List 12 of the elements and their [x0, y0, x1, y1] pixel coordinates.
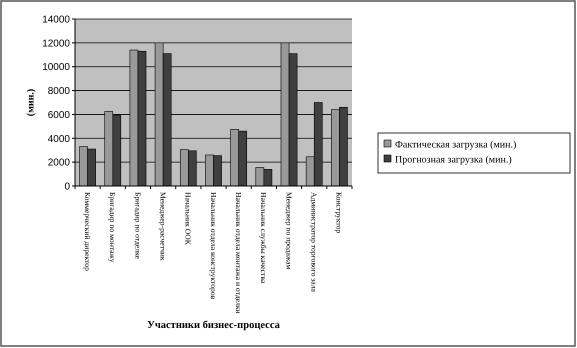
y-tick-label: 4000	[48, 134, 70, 145]
y-tick-label: 12000	[42, 38, 70, 50]
y-tick-label: 10000	[42, 62, 70, 74]
x-axis-title: Участники бизнес-процесса	[147, 320, 281, 331]
y-tick-label: 0	[64, 182, 70, 192]
y-tick-label: 6000	[48, 110, 70, 121]
y-tick-label: 8000	[48, 86, 70, 98]
legend-label: Фактическая загрузка (мин.)	[395, 140, 516, 150]
legend-label: Прогнозная загрузка (мин.)	[395, 154, 512, 166]
y-axis-title: (мин.)	[26, 88, 36, 116]
y-tick-label: 14000	[42, 14, 70, 26]
y-tick-label: 2000	[48, 158, 70, 169]
